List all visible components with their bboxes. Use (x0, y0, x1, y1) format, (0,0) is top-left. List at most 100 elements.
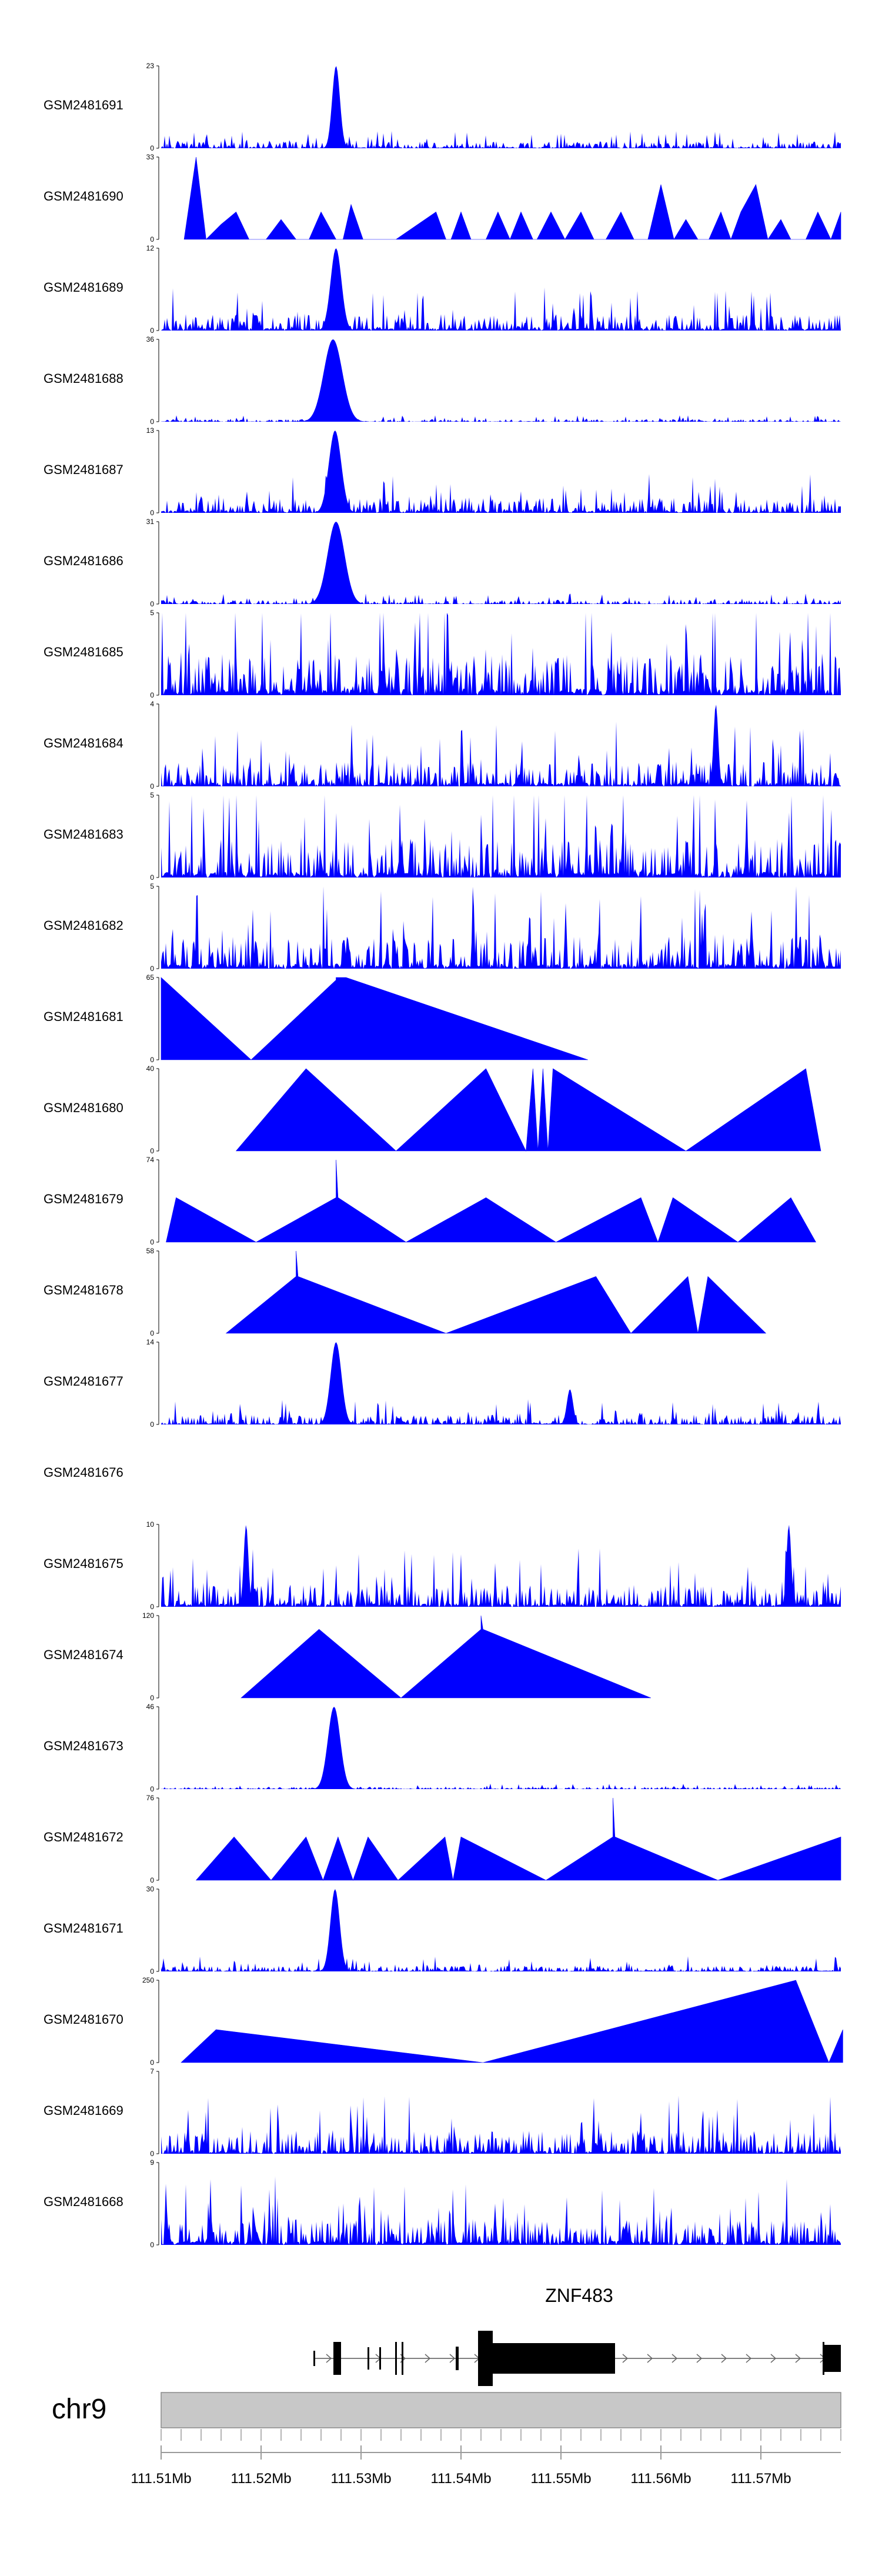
track: GSM2481675 10 0 (44, 1520, 841, 1611)
track: GSM2481686 31 0 (44, 518, 841, 608)
coverage-area (195, 1797, 841, 1881)
y-max-tick-label: 30 (146, 1885, 155, 1893)
coverage-area (161, 795, 841, 877)
x-tick-label: 111.54Mb (430, 2471, 491, 2487)
track: GSM2481683 5 0 (44, 791, 841, 882)
coverage-area (161, 613, 841, 695)
track-label: GSM2481681 (44, 1009, 123, 1024)
y-zero-tick-label: 0 (150, 965, 154, 973)
track: GSM2481674 120 0 (44, 1611, 652, 1702)
coverage-area (161, 339, 841, 422)
track: GSM2481690 33 0 (44, 153, 841, 243)
y-max-tick-label: 58 (146, 1247, 155, 1255)
y-max-tick-label: 7 (150, 2067, 154, 2076)
y-max-tick-label: 33 (146, 153, 155, 161)
y-zero-tick-label: 0 (150, 1967, 154, 1976)
y-max-tick-label: 4 (150, 700, 154, 708)
track: GSM2481677 14 0 (44, 1338, 841, 1429)
strand-arrow-icon (721, 2354, 727, 2363)
track-label: GSM2481684 (44, 736, 123, 750)
coverage-area (161, 705, 841, 786)
track-label: GSM2481678 (44, 1283, 123, 1297)
strand-arrow-icon (671, 2354, 678, 2363)
track: GSM2481691 23 0 (44, 62, 841, 152)
track-label: GSM2481669 (44, 2103, 123, 2118)
track-label: GSM2481687 (44, 462, 123, 477)
coverage-area (161, 431, 841, 513)
coverage-area (161, 1342, 841, 1424)
y-zero-tick-label: 0 (150, 1603, 154, 1611)
coverage-area (161, 886, 841, 969)
y-zero-tick-label: 0 (150, 600, 154, 608)
x-tick-label: 111.56Mb (630, 2471, 691, 2487)
x-tick-label: 111.55Mb (530, 2471, 591, 2487)
y-max-tick-label: 13 (146, 426, 155, 435)
track-label: GSM2481679 (44, 1192, 123, 1206)
y-zero-tick-label: 0 (150, 2058, 154, 2067)
track: GSM2481669 7 0 (44, 2067, 841, 2158)
y-max-tick-label: 14 (146, 1338, 155, 1346)
track-label: GSM2481673 (44, 1739, 123, 1753)
track: GSM2481687 13 0 (44, 426, 841, 517)
track-label: GSM2481674 (44, 1647, 123, 1662)
y-max-tick-label: 12 (146, 244, 155, 252)
y-zero-tick-label: 0 (150, 235, 154, 243)
gene-exon (493, 2343, 615, 2374)
track-label: GSM2481688 (44, 371, 123, 386)
track-label: GSM2481690 (44, 189, 123, 203)
y-max-tick-label: 5 (150, 882, 154, 890)
track: GSM2481668 9 0 (44, 2158, 841, 2249)
y-max-tick-label: 5 (150, 609, 154, 617)
strand-arrow-icon (696, 2354, 703, 2363)
y-zero-tick-label: 0 (150, 418, 154, 426)
y-zero-tick-label: 0 (150, 1694, 154, 1702)
x-tick-label: 111.51Mb (131, 2471, 191, 2487)
y-max-tick-label: 74 (146, 1156, 155, 1164)
gene-exon (313, 2351, 315, 2366)
coverage-area (161, 248, 841, 331)
y-zero-tick-label: 0 (150, 509, 154, 517)
gene-exon (824, 2345, 841, 2372)
y-max-tick-label: 40 (146, 1065, 155, 1073)
track: GSM2481681 65 0 (44, 973, 588, 1064)
x-tick-label: 111.53Mb (330, 2471, 391, 2487)
y-zero-tick-label: 0 (150, 1876, 154, 1884)
track: GSM2481672 76 0 (44, 1794, 841, 1884)
y-zero-tick-label: 0 (150, 1420, 154, 1429)
gene-track: ZNF483 (313, 2285, 841, 2386)
gene-exon (402, 2342, 403, 2375)
y-max-tick-label: 5 (150, 791, 154, 799)
coverage-area (166, 1159, 817, 1243)
coverage-area (161, 66, 841, 149)
y-max-tick-label: 120 (142, 1611, 154, 1620)
coverage-area (183, 156, 841, 240)
track: GSM2481678 58 0 (44, 1247, 767, 1337)
x-tick-label: 111.52Mb (230, 2471, 291, 2487)
track-label: GSM2481670 (44, 2012, 123, 2027)
track-label: GSM2481680 (44, 1100, 123, 1115)
track: GSM2481679 74 0 (44, 1156, 817, 1246)
track-label: GSM2481685 (44, 645, 123, 659)
track-label: GSM2481668 (44, 2194, 123, 2209)
y-max-tick-label: 31 (146, 518, 155, 526)
strand-arrow-icon (795, 2354, 801, 2363)
y-zero-tick-label: 0 (150, 144, 154, 152)
track: GSM2481670 250 0 (44, 1976, 843, 2067)
strand-arrow-icon (770, 2354, 777, 2363)
x-tick-label: 111.57Mb (730, 2471, 791, 2487)
track-label: GSM2481689 (44, 280, 123, 295)
track: GSM2481680 40 0 (44, 1065, 821, 1155)
coverage-area (161, 1889, 841, 1971)
coverage-area (161, 522, 841, 604)
coverage-area (161, 1524, 841, 1607)
chromosome-label: chr9 (52, 2394, 106, 2425)
coverage-area (181, 1980, 843, 2063)
coverage-area (161, 2095, 841, 2154)
track-label: GSM2481682 (44, 918, 123, 933)
y-max-tick-label: 10 (146, 1520, 155, 1529)
y-max-tick-label: 23 (146, 62, 155, 70)
coverage-area (235, 1068, 821, 1152)
coverage-area (161, 1707, 841, 1789)
